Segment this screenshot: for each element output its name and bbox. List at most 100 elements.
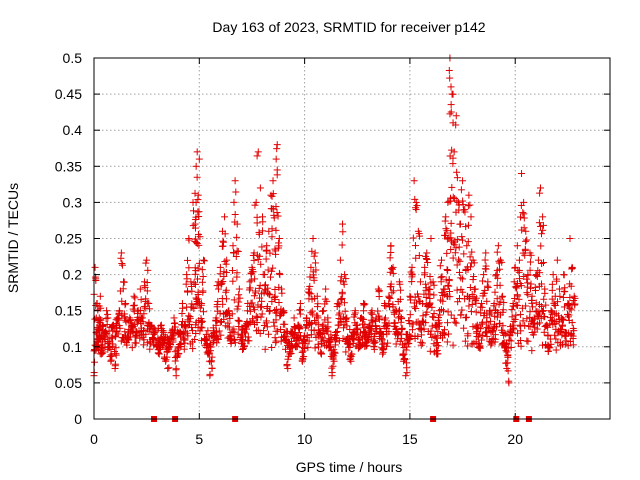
y-tick-label: 0.2 bbox=[63, 267, 83, 283]
data-point bbox=[253, 152, 261, 160]
data-point bbox=[220, 273, 228, 281]
data-point bbox=[179, 304, 187, 312]
data-point bbox=[189, 345, 197, 353]
data-point bbox=[219, 242, 227, 250]
data-point bbox=[175, 349, 183, 357]
data-point bbox=[226, 335, 234, 343]
data-point bbox=[217, 281, 225, 289]
data-point bbox=[229, 277, 237, 285]
data-point bbox=[263, 323, 271, 331]
data-point bbox=[181, 336, 189, 344]
data-point bbox=[123, 341, 131, 349]
data-point bbox=[253, 319, 261, 327]
data-point bbox=[268, 344, 276, 352]
data-point bbox=[142, 295, 150, 303]
data-point bbox=[208, 364, 216, 372]
data-point bbox=[136, 285, 144, 293]
data-point bbox=[216, 270, 224, 278]
data-point bbox=[128, 344, 136, 352]
data-point bbox=[102, 315, 110, 323]
data-point bbox=[234, 247, 242, 255]
data-point bbox=[121, 301, 129, 309]
data-point bbox=[221, 230, 229, 238]
data-point bbox=[255, 284, 263, 292]
data-point bbox=[216, 263, 224, 271]
data-point bbox=[248, 299, 256, 307]
data-point bbox=[193, 173, 201, 181]
data-point bbox=[200, 256, 208, 264]
data-point bbox=[229, 242, 237, 250]
data-point bbox=[145, 299, 153, 307]
data-point bbox=[132, 339, 140, 347]
data-point bbox=[197, 323, 205, 331]
data-point bbox=[278, 289, 286, 297]
data-point bbox=[198, 266, 206, 274]
data-point bbox=[130, 292, 138, 300]
data-point bbox=[269, 177, 277, 185]
data-point bbox=[147, 339, 155, 347]
data-point bbox=[159, 340, 167, 348]
data-point bbox=[222, 295, 230, 303]
data-point bbox=[97, 304, 105, 312]
data-point bbox=[212, 328, 220, 336]
data-point bbox=[235, 291, 243, 299]
data-point bbox=[233, 233, 241, 241]
data-point bbox=[239, 336, 247, 344]
data-point bbox=[264, 289, 272, 297]
data-point bbox=[109, 340, 117, 348]
data-point bbox=[213, 335, 221, 343]
data-point bbox=[254, 255, 262, 263]
data-point bbox=[140, 326, 148, 334]
data-point bbox=[281, 345, 289, 353]
data-point bbox=[275, 299, 283, 307]
data-point bbox=[225, 307, 233, 315]
data-point bbox=[191, 280, 199, 288]
data-point bbox=[198, 317, 206, 325]
data-point bbox=[157, 334, 165, 342]
data-point bbox=[266, 249, 274, 257]
data-point bbox=[268, 233, 276, 241]
data-point bbox=[233, 269, 241, 277]
data-point bbox=[246, 302, 254, 310]
data-point bbox=[170, 320, 178, 328]
data-point bbox=[119, 285, 127, 293]
data-point bbox=[243, 307, 251, 315]
data-point bbox=[241, 329, 249, 337]
data-point bbox=[171, 326, 179, 334]
data-point bbox=[273, 141, 281, 149]
data-point bbox=[240, 342, 248, 350]
data-point bbox=[193, 148, 201, 156]
data-point bbox=[173, 346, 181, 354]
y-tick-label: 0.4 bbox=[63, 122, 83, 138]
data-point bbox=[143, 287, 151, 295]
data-point bbox=[271, 285, 279, 293]
data-point bbox=[234, 330, 242, 338]
data-point bbox=[191, 264, 199, 272]
data-point bbox=[214, 335, 222, 343]
data-point bbox=[249, 317, 257, 325]
data-point bbox=[185, 236, 193, 244]
data-point bbox=[169, 331, 177, 339]
y-tick-label: 0.15 bbox=[55, 303, 82, 319]
data-point bbox=[231, 177, 239, 185]
data-point bbox=[179, 318, 187, 326]
data-point bbox=[116, 324, 124, 332]
data-point bbox=[260, 327, 268, 335]
data-point bbox=[118, 260, 126, 268]
data-point bbox=[122, 299, 130, 307]
data-point bbox=[157, 322, 165, 330]
data-point bbox=[247, 276, 255, 284]
data-point bbox=[216, 318, 224, 326]
data-point bbox=[222, 286, 230, 294]
data-point bbox=[111, 362, 119, 370]
data-point bbox=[228, 310, 236, 318]
y-tick-label: 0.5 bbox=[63, 50, 83, 66]
data-point bbox=[117, 254, 125, 262]
data-point bbox=[192, 301, 200, 309]
data-point bbox=[224, 307, 232, 315]
data-point bbox=[163, 347, 171, 355]
data-point bbox=[137, 296, 145, 304]
data-point bbox=[172, 365, 180, 373]
data-point bbox=[269, 190, 277, 198]
data-point bbox=[231, 211, 239, 219]
